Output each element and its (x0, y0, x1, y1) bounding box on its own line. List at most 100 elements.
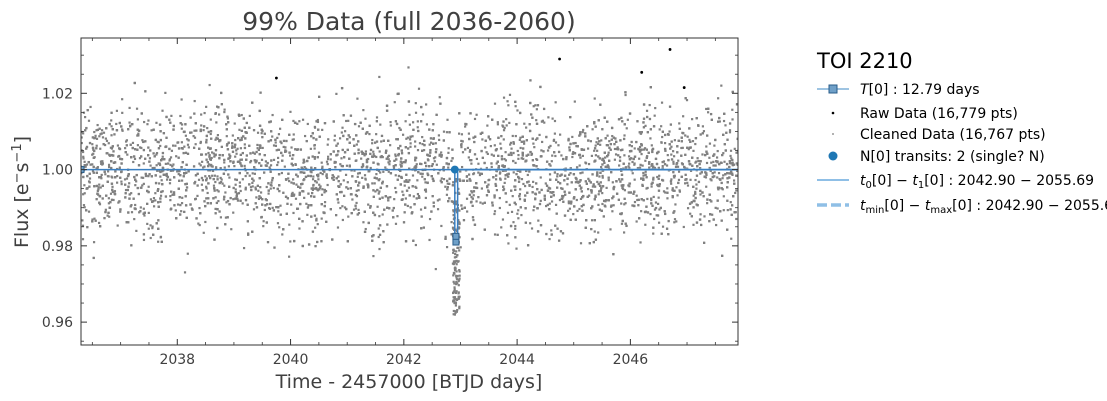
cleaned-data-point (234, 197, 237, 200)
cleaned-data-point (142, 238, 146, 242)
cleaned-data-point (514, 224, 517, 228)
cleaned-data-point (202, 231, 205, 234)
cleaned-data-point (99, 133, 102, 136)
cleaned-data-point (550, 200, 554, 203)
cleaned-data-point (354, 122, 357, 126)
cleaned-data-point (385, 157, 388, 160)
cleaned-data-point (312, 183, 315, 187)
cleaned-data-point (593, 185, 597, 188)
cleaned-data-point (689, 163, 692, 166)
cleaned-data-point (315, 186, 318, 190)
cleaned-data-point (480, 172, 483, 176)
cleaned-data-point (186, 143, 190, 146)
cleaned-data-point (567, 200, 570, 203)
cleaned-data-point (336, 226, 340, 229)
cleaned-data-point (570, 202, 573, 205)
cleaned-data-point (574, 188, 577, 191)
cleaned-data-point (209, 202, 212, 205)
cleaned-data-point (712, 154, 715, 157)
cleaned-data-point (313, 147, 316, 150)
cleaned-data-point (425, 123, 429, 126)
cleaned-data-point (271, 113, 274, 117)
cleaned-data-point (573, 196, 576, 199)
cleaned-data-point (278, 189, 281, 193)
cleaned-data-point (579, 133, 582, 136)
cleaned-data-point (516, 169, 519, 172)
cleaned-data-point (124, 188, 128, 192)
cleaned-data-point (597, 119, 600, 122)
cleaned-data-point (695, 183, 698, 186)
cleaned-data-point (504, 151, 507, 154)
cleaned-data-point (110, 153, 113, 157)
cleaned-data-point (180, 127, 183, 130)
cleaned-data-point (395, 122, 399, 126)
cleaned-data-point (146, 202, 149, 205)
cleaned-data-point (340, 86, 344, 90)
cleaned-data-point (678, 190, 682, 193)
cleaned-data-point (442, 139, 446, 142)
cleaned-data-point (199, 140, 202, 144)
cleaned-data-point (369, 148, 373, 152)
cleaned-data-point (211, 151, 214, 154)
cleaned-data-point (310, 135, 313, 138)
cleaned-data-point (502, 96, 506, 99)
cleaned-data-point (285, 212, 288, 215)
cleaned-data-point (408, 138, 412, 141)
cleaned-data-point (130, 211, 134, 214)
cleaned-data-point (209, 158, 212, 161)
cleaned-data-point (356, 213, 359, 216)
cleaned-data-point (705, 107, 708, 111)
cleaned-data-point (471, 237, 474, 241)
cleaned-data-point (312, 175, 315, 178)
cleaned-data-point (130, 244, 133, 247)
cleaned-data-point (625, 224, 628, 228)
cleaned-data-point (564, 193, 567, 196)
cleaned-data-point (731, 108, 734, 111)
cleaned-data-point (545, 184, 549, 187)
cleaned-data-point (182, 151, 185, 155)
cleaned-data-point (707, 107, 710, 110)
cleaned-data-point (192, 146, 196, 149)
cleaned-data-point (95, 147, 98, 150)
cleaned-data-point (230, 228, 233, 231)
cleaned-data-point (375, 173, 378, 176)
cleaned-data-point (687, 148, 690, 151)
cleaned-data-point (438, 153, 441, 156)
cleaned-data-point (278, 226, 281, 229)
cleaned-data-point (216, 208, 219, 211)
cleaned-data-point (215, 136, 218, 139)
cleaned-data-point (641, 184, 644, 187)
cleaned-data-point (375, 155, 378, 159)
cleaned-data-point (256, 143, 259, 147)
cleaned-data-point (620, 222, 624, 225)
cleaned-data-point (100, 162, 103, 165)
cleaned-data-point (185, 216, 188, 220)
cleaned-data-point (203, 165, 206, 168)
cleaned-data-point (290, 192, 294, 196)
cleaned-data-point (373, 182, 376, 185)
cleaned-data-point (225, 201, 228, 204)
cleaned-data-point (291, 138, 294, 141)
cleaned-data-point (396, 178, 399, 181)
cleaned-data-point (214, 138, 217, 141)
cleaned-data-point (531, 159, 534, 162)
cleaned-data-point (675, 220, 678, 223)
cleaned-data-point (120, 180, 123, 183)
cleaned-data-point (280, 171, 283, 175)
cleaned-data-point (505, 200, 508, 204)
cleaned-data-point (377, 169, 380, 173)
cleaned-data-point (388, 163, 391, 166)
cleaned-data-point (121, 98, 124, 101)
cleaned-data-point (126, 174, 130, 178)
cleaned-data-point (327, 138, 330, 141)
cleaned-data-point (92, 156, 95, 159)
cleaned-data-point (627, 165, 630, 168)
cleaned-data-point (584, 162, 588, 165)
cleaned-data-point (402, 221, 406, 224)
cleaned-data-point (290, 146, 293, 149)
cleaned-data-point (347, 134, 350, 137)
cleaned-data-point (574, 181, 577, 184)
cleaned-data-point (432, 205, 435, 208)
cleaned-data-point (265, 164, 268, 168)
cleaned-data-point (499, 142, 502, 145)
